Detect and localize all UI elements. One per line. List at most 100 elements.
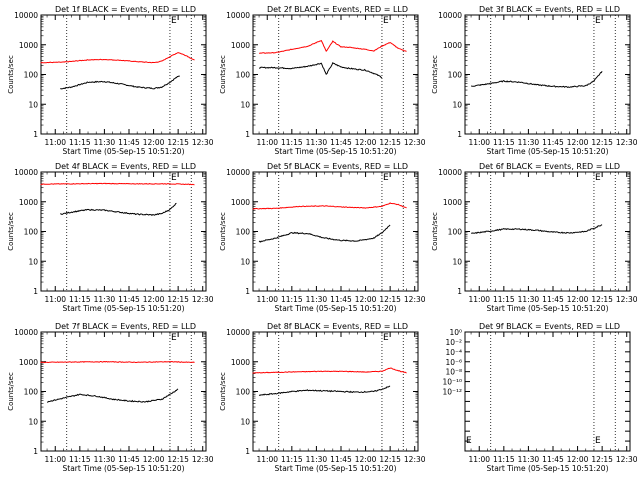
x-tick-label: 12:15 [379, 295, 401, 304]
e-marker: E [383, 333, 389, 343]
x-tick-label: 11:00 [468, 138, 490, 147]
panel-title: Det 1f BLACK = Events, RED = LLD [55, 5, 196, 14]
y-tick-label: 1000 [443, 198, 462, 207]
panel-det-3f: Det 3f BLACK = Events, RED = LLD 1 10 100 10… [431, 5, 638, 156]
x-tick-label: 11:15 [69, 138, 91, 147]
series-line-events [60, 75, 180, 90]
panel-title: Det 3f BLACK = Events, RED = LLD [479, 5, 620, 14]
panel-det-8f: Det 8f BLACK = Events, RED = LLD 1 10 100 10… [219, 322, 426, 473]
y-tick-label: 10⁻² [445, 338, 462, 347]
e-marker: E [171, 333, 177, 343]
y-tick-label: 10000 [438, 11, 462, 20]
y-tick-label: 1000 [231, 198, 250, 207]
x-tick-label: 11:15 [69, 295, 91, 304]
e-marker: E [466, 436, 472, 446]
y-tick-label: 1 [33, 447, 38, 456]
y-tick-label: 10⁰ [449, 328, 462, 337]
y-tick-label: 1000 [443, 41, 462, 50]
x-tick-label: 12:15 [167, 138, 189, 147]
series-line-events [258, 62, 383, 79]
x-tick-label: 12:15 [591, 455, 613, 464]
x-tick-label: 11:45 [542, 295, 564, 304]
x-tick-label: 11:00 [256, 295, 278, 304]
y-tick-label: 100 [236, 388, 251, 397]
plot-frame [464, 331, 631, 452]
x-tick-label: 11:15 [493, 138, 515, 147]
x-tick-label: 12:00 [355, 138, 377, 147]
plot-frame [252, 171, 419, 292]
y-tick-label: 100 [236, 228, 251, 237]
x-tick-label: 11:30 [518, 295, 540, 304]
x-tick-label: 12:15 [379, 138, 401, 147]
x-tick-label: 12:30 [192, 455, 214, 464]
y-tick-label: 1 [245, 287, 250, 296]
x-tick-label: 11:00 [468, 455, 490, 464]
x-tick-label: 11:45 [118, 138, 140, 147]
x-tick-label: 12:30 [192, 138, 214, 147]
x-tick-label: 12:15 [591, 295, 613, 304]
y-tick-label: 100 [448, 228, 463, 237]
x-tick-label: 11:00 [256, 138, 278, 147]
x-axis-label: Start Time (05-Sep-15 10:51:20) [487, 464, 609, 473]
y-axis-label: Counts/sec [7, 55, 15, 94]
x-axis-label: Start Time (05-Sep-15 10:51:20) [275, 147, 397, 156]
panel-title: Det 4f BLACK = Events, RED = LLD [55, 162, 196, 171]
y-tick-label: 10000 [226, 11, 250, 20]
x-tick-label: 11:45 [542, 455, 564, 464]
y-tick-label: 1 [457, 287, 462, 296]
y-tick-label: 10 [28, 417, 38, 426]
x-axis-label: Start Time (05-Sep-15 10:51:20) [275, 304, 397, 313]
x-tick-label: 12:00 [143, 138, 165, 147]
series-line-lld [40, 52, 195, 64]
plot-frame [464, 14, 631, 135]
y-tick-label: 1000 [19, 358, 38, 367]
x-tick-label: 11:30 [94, 455, 116, 464]
y-tick-label: 1 [457, 130, 462, 139]
panel-det-7f: Det 7f BLACK = Events, RED = LLD 1 10 100 10… [7, 322, 214, 473]
x-tick-label: 12:00 [143, 295, 165, 304]
y-axis-label: Counts/sec [431, 212, 439, 251]
y-axis-label: Counts/sec [219, 372, 227, 411]
y-tick-label: 10⁻⁸ [445, 368, 462, 377]
panel-title: Det 2f BLACK = Events, RED = LLD [267, 5, 408, 14]
x-tick-label: 12:30 [616, 138, 638, 147]
x-tick-label: 12:30 [616, 455, 638, 464]
y-tick-label: 1000 [19, 41, 38, 50]
plot-frame [252, 14, 419, 135]
series-line-events [258, 385, 391, 396]
x-tick-label: 11:00 [468, 295, 490, 304]
y-tick-label: 10 [240, 100, 250, 109]
y-tick-label: 100 [448, 71, 463, 80]
x-tick-label: 12:00 [143, 455, 165, 464]
plot-frame [40, 171, 207, 292]
series-line-lld [40, 360, 195, 364]
x-tick-label: 12:00 [355, 295, 377, 304]
e-marker: E [595, 16, 601, 26]
series-line-events [60, 202, 177, 216]
panel-det-4f: Det 4f BLACK = Events, RED = LLD 1 10 100 10… [7, 162, 214, 313]
y-tick-label: 10000 [438, 168, 462, 177]
x-tick-label: 11:15 [281, 455, 303, 464]
y-tick-label: 10⁻⁶ [445, 358, 462, 367]
x-tick-label: 12:30 [404, 455, 426, 464]
series-line-events [470, 224, 603, 235]
x-axis-label: Start Time (05-Sep-15 10:51:20) [63, 304, 185, 313]
x-tick-label: 11:45 [542, 138, 564, 147]
x-tick-label: 11:15 [281, 138, 303, 147]
y-axis-label: Counts/sec [219, 55, 227, 94]
y-tick-label: 10000 [14, 168, 38, 177]
y-tick-label: 10⁻⁴ [445, 348, 462, 357]
x-axis-label: Start Time (05-Sep-15 10:51:20) [487, 147, 609, 156]
y-tick-label: 1 [245, 130, 250, 139]
y-tick-label: 10 [240, 257, 250, 266]
x-tick-label: 11:15 [69, 455, 91, 464]
x-axis-label: Start Time (05-Sep-15 10:51:20) [63, 147, 185, 156]
plot-frame [40, 14, 207, 135]
x-tick-label: 11:45 [330, 455, 352, 464]
x-tick-label: 11:15 [281, 295, 303, 304]
x-tick-label: 11:45 [118, 455, 140, 464]
y-tick-label: 10 [240, 417, 250, 426]
y-tick-label: 10000 [226, 168, 250, 177]
x-axis-label: Start Time (05-Sep-15 10:51:20) [63, 464, 185, 473]
